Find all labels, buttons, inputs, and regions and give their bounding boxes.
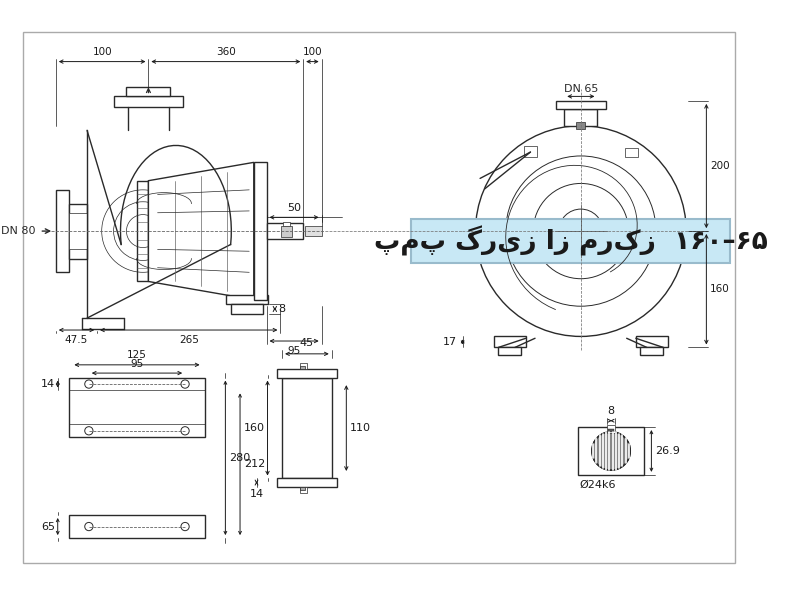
Polygon shape	[148, 162, 254, 300]
Text: 50: 50	[287, 203, 301, 213]
Bar	[412, 219, 730, 263]
Text: 265: 265	[178, 334, 199, 345]
Bar	[556, 101, 606, 109]
Bar	[283, 222, 290, 226]
Text: 14: 14	[250, 490, 263, 499]
Text: 14: 14	[41, 379, 55, 389]
Text: 26.9: 26.9	[655, 446, 680, 456]
Circle shape	[85, 380, 93, 388]
Bar	[498, 347, 521, 355]
Bar	[494, 336, 526, 347]
Bar	[69, 213, 87, 249]
Text: 110: 110	[350, 423, 371, 433]
Text: 160: 160	[710, 284, 730, 295]
Circle shape	[476, 126, 686, 336]
Circle shape	[181, 427, 190, 435]
Bar	[300, 366, 305, 369]
Bar	[69, 203, 87, 259]
Bar	[126, 87, 170, 96]
Bar	[254, 162, 266, 300]
Bar	[607, 425, 615, 433]
Text: 212: 212	[243, 459, 265, 469]
Text: 160: 160	[243, 423, 265, 433]
Text: 47.5: 47.5	[65, 334, 88, 345]
Bar	[226, 295, 267, 305]
Text: 17: 17	[443, 337, 458, 347]
Text: 280: 280	[229, 453, 251, 463]
Bar	[578, 427, 644, 475]
Text: 8: 8	[278, 304, 285, 314]
Text: 8: 8	[607, 406, 615, 416]
Bar	[113, 96, 183, 107]
Bar	[282, 378, 331, 478]
Bar	[300, 487, 307, 493]
Bar	[565, 109, 597, 126]
Circle shape	[592, 432, 630, 470]
Circle shape	[181, 380, 190, 388]
Text: 360: 360	[216, 47, 236, 57]
Text: 200: 200	[710, 161, 730, 171]
Bar	[266, 223, 303, 239]
Text: DN 65: DN 65	[564, 84, 598, 93]
Bar	[69, 515, 205, 538]
Bar	[524, 146, 537, 157]
Bar	[305, 227, 322, 236]
Bar	[137, 181, 148, 281]
Bar	[608, 428, 615, 432]
Text: 65: 65	[41, 522, 55, 531]
Circle shape	[85, 522, 93, 531]
Text: 125: 125	[127, 350, 147, 360]
Text: 100: 100	[92, 47, 112, 57]
Circle shape	[181, 522, 190, 531]
Circle shape	[85, 427, 93, 435]
Bar	[56, 190, 69, 273]
Bar	[277, 478, 337, 487]
Text: 95: 95	[130, 359, 144, 368]
Bar	[636, 336, 668, 347]
Bar	[69, 378, 205, 437]
Bar	[577, 122, 585, 129]
Bar	[625, 148, 638, 157]
Text: پمپ گریز از مرکز  ۱۶۰–۶۵: پمپ گریز از مرکز ۱۶۰–۶۵	[374, 226, 768, 256]
Bar	[277, 369, 337, 378]
Text: 100: 100	[303, 47, 322, 57]
Text: 45: 45	[300, 339, 314, 348]
Text: DN 80: DN 80	[2, 226, 36, 236]
Bar	[300, 363, 307, 369]
Text: 95: 95	[288, 346, 301, 356]
Text: Ø24k6: Ø24k6	[580, 480, 616, 489]
Bar	[231, 305, 263, 314]
Bar	[300, 487, 305, 490]
Bar	[282, 226, 293, 237]
Bar	[641, 347, 663, 355]
